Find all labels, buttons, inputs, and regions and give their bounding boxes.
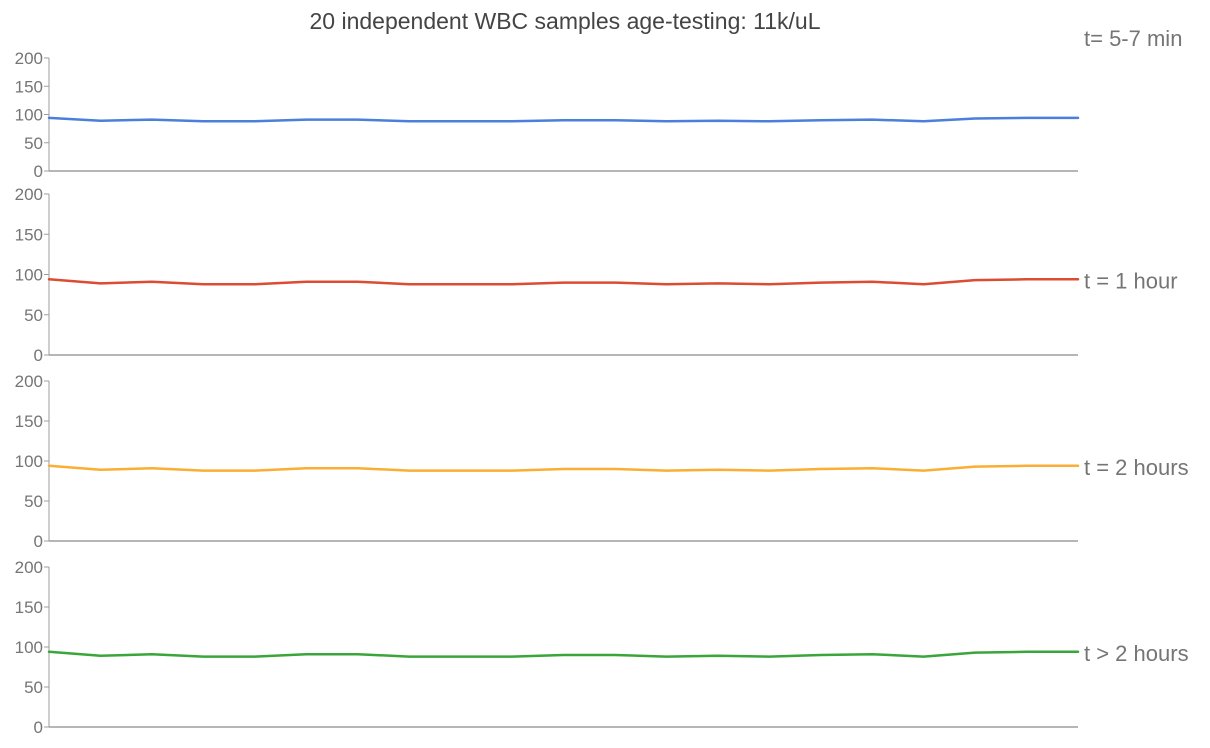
series-label-1: t = 1 hour [1084,268,1178,293]
y-tick-label-0-4: 200 [15,49,43,68]
y-tick-label-1-1: 50 [24,306,43,325]
y-tick-label-1-4: 200 [15,185,43,204]
y-tick-label-2-2: 100 [15,452,43,471]
y-tick-label-3-1: 50 [24,678,43,697]
y-tick-label-0-3: 150 [15,77,43,96]
series-label-2: t = 2 hours [1084,455,1189,480]
series-label-0: t= 5-7 min [1084,26,1182,51]
y-tick-label-1-3: 150 [15,225,43,244]
y-tick-label-2-1: 50 [24,492,43,511]
series-line-3 [47,650,1080,658]
series-label-3: t > 2 hours [1084,641,1189,666]
y-tick-label-3-4: 200 [15,558,43,577]
y-tick-label-1-0: 0 [34,346,43,365]
y-tick-label-2-3: 150 [15,412,43,431]
y-tick-label-2-0: 0 [34,532,43,551]
y-tick-label-0-1: 50 [24,134,43,153]
chart-title: 20 independent WBC samples age-testing: … [309,8,821,34]
y-tick-label-0-0: 0 [34,162,43,181]
y-tick-label-1-2: 100 [15,266,43,285]
y-tick-label-3-3: 150 [15,598,43,617]
y-tick-label-3-0: 0 [34,718,43,737]
y-tick-label-2-4: 200 [15,372,43,391]
series-line-2 [47,464,1080,472]
y-tick-label-0-2: 100 [15,106,43,125]
y-tick-label-3-2: 100 [15,638,43,657]
series-line-0 [47,116,1080,123]
series-line-1 [47,278,1080,286]
